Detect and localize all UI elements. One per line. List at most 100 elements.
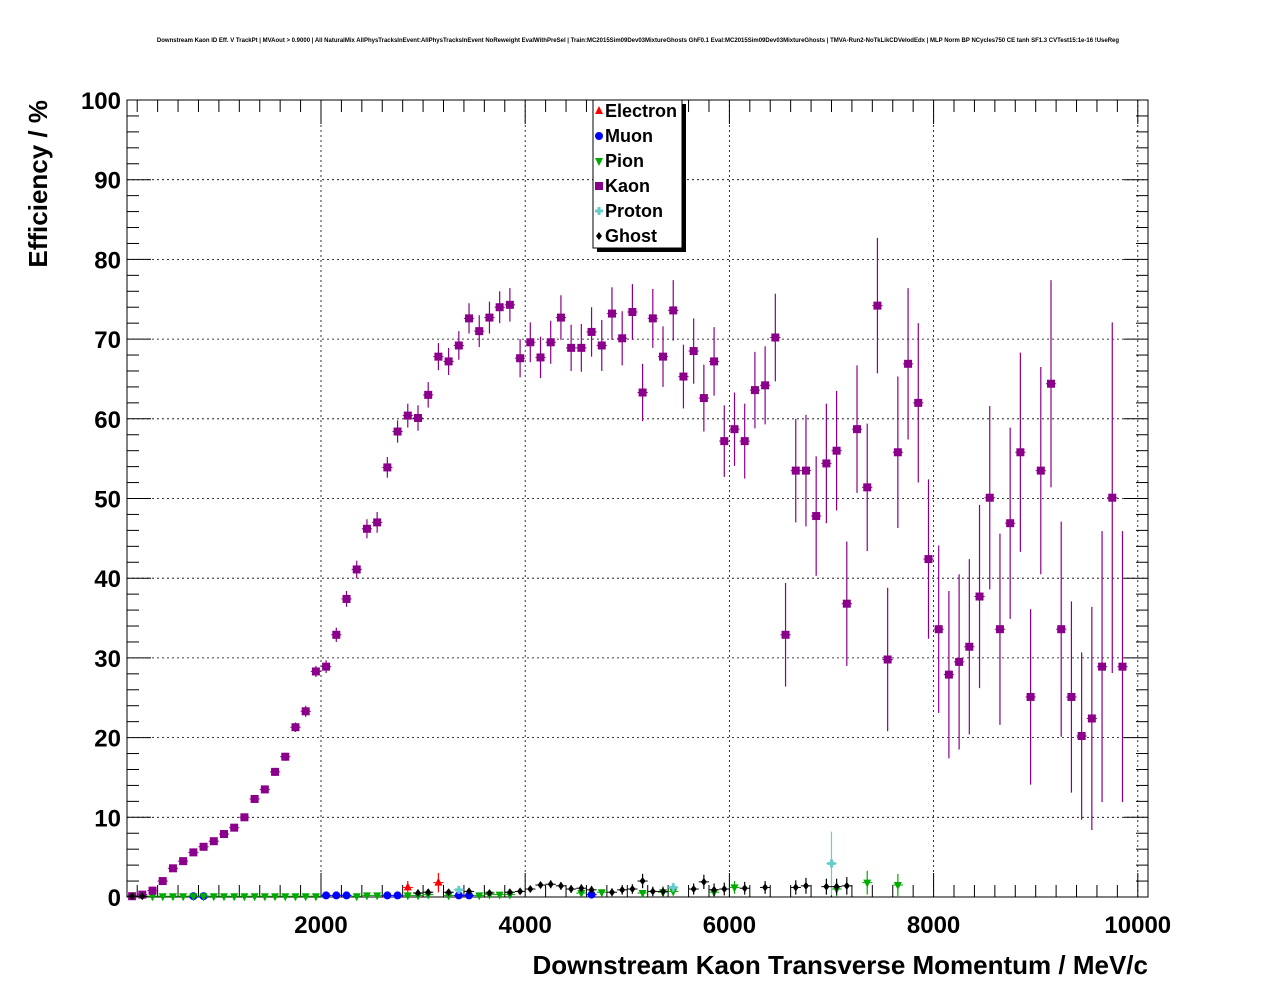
ghost-data-point: [506, 888, 513, 897]
data-series: [127, 237, 1128, 902]
pion-data-point: [669, 888, 678, 897]
ghost-data-point: [425, 888, 432, 897]
kaon-data-point: [965, 642, 974, 651]
kaon-data-point: [342, 594, 351, 603]
kaon-data-point: [750, 386, 759, 395]
kaon-data-point: [526, 338, 535, 347]
kaon-data-point: [362, 524, 371, 533]
series-ghost: [127, 873, 852, 901]
y-tick-label: 30: [94, 646, 121, 673]
kaon-data-point: [291, 723, 300, 732]
proton-data-point: [827, 859, 836, 868]
legend-item-electron: Electron: [595, 101, 677, 121]
kaon-data-point: [1016, 448, 1025, 457]
ghost-data-point: [486, 889, 493, 898]
ghost-data-point: [741, 884, 748, 893]
kaon-data-point: [659, 352, 668, 361]
ghost-data-point: [557, 881, 564, 890]
muon-data-point: [454, 891, 463, 900]
kaon-data-point: [230, 823, 239, 832]
kaon-data-point: [332, 630, 341, 639]
pion-data-point: [311, 893, 320, 902]
kaon-data-point: [383, 463, 392, 472]
kaon-data-point: [536, 353, 545, 362]
kaon-data-point: [1067, 692, 1076, 701]
ghost-data-point: [588, 885, 595, 894]
kaon-data-point: [260, 785, 269, 794]
muon-data-point: [587, 890, 596, 899]
pion-data-point: [260, 893, 269, 902]
legend-marker-ghost: [596, 232, 602, 240]
kaon-data-point: [1047, 379, 1056, 388]
ghost-data-point: [843, 881, 850, 890]
muon-data-point: [393, 891, 402, 900]
pion-data-point: [362, 892, 371, 901]
kaon-data-point: [883, 655, 892, 664]
kaon-data-point: [393, 427, 402, 436]
kaon-data-point: [352, 565, 361, 574]
legend-label-proton: Proton: [605, 201, 663, 221]
kaon-data-point: [669, 306, 678, 315]
kaon-data-point: [168, 864, 177, 873]
legend-marker-pion: [595, 158, 603, 166]
kaon-data-point: [516, 354, 525, 363]
muon-data-point: [322, 891, 331, 900]
ghost-data-point: [466, 887, 473, 896]
pion-data-point: [893, 882, 902, 891]
kaon-data-point: [546, 338, 555, 347]
kaon-data-point: [1077, 732, 1086, 741]
x-tick-label: 4000: [498, 912, 551, 939]
kaon-data-point: [271, 767, 280, 776]
kaon-data-point: [597, 341, 606, 350]
y-tick-label: 20: [94, 726, 121, 753]
x-tick-label: 8000: [907, 912, 960, 939]
kaon-data-point: [403, 411, 412, 420]
kaon-data-point: [893, 448, 902, 457]
kaon-data-point: [761, 381, 770, 390]
pion-data-point: [730, 884, 739, 893]
y-tick-label: 0: [108, 885, 121, 912]
ghost-data-point: [649, 887, 656, 896]
pion-data-point: [199, 893, 208, 902]
kaon-data-point: [1057, 625, 1066, 634]
kaon-data-point: [934, 625, 943, 634]
kaon-data-point: [158, 877, 167, 886]
pion-data-point: [148, 893, 157, 902]
kaon-data-point: [924, 555, 933, 564]
kaon-data-point: [219, 830, 228, 839]
legend-marker-kaon: [595, 182, 603, 190]
kaon-data-point: [914, 398, 923, 407]
ghost-data-point: [823, 882, 830, 891]
pion-data-point: [638, 890, 647, 899]
axes: 2000 4000 6000 8000 10000 0 10 20 30 40 50 60 70 80 90…: [81, 88, 1171, 939]
ghost-data-point: [639, 877, 646, 886]
legend-item-proton: Proton: [595, 201, 663, 221]
kaon-data-point: [179, 857, 188, 866]
ghost-data-point: [690, 885, 697, 894]
kaon-data-point: [648, 314, 657, 323]
muon-data-point: [332, 891, 341, 900]
x-tick-label: 2000: [294, 912, 347, 939]
pion-data-point: [373, 892, 382, 901]
y-tick-label: 90: [94, 168, 121, 195]
pion-data-point: [179, 893, 188, 902]
kaon-data-point: [1098, 662, 1107, 671]
kaon-data-point: [975, 592, 984, 601]
pion-data-point: [219, 893, 228, 902]
kaon-data-point: [781, 630, 790, 639]
x-tick-label: 6000: [703, 912, 756, 939]
pion-data-point: [250, 893, 259, 902]
kaon-data-point: [904, 359, 913, 368]
legend-marker-proton: [595, 207, 603, 215]
proton-data-point: [669, 883, 678, 892]
kaon-data-point: [699, 394, 708, 403]
legend-label-ghost: Ghost: [605, 226, 657, 246]
y-axis-title: Efficiency / %: [23, 100, 53, 268]
y-tick-label: 40: [94, 566, 121, 593]
legend-item-muon: Muon: [595, 126, 653, 146]
muon-data-point: [342, 891, 351, 900]
electron-data-point: [403, 882, 412, 891]
legend-item-ghost: Ghost: [596, 226, 657, 246]
kaon-data-point: [740, 437, 749, 446]
ghost-data-point: [537, 881, 544, 890]
